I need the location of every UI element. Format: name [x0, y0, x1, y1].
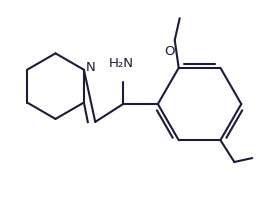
Text: O: O	[164, 46, 175, 58]
Text: H₂N: H₂N	[109, 57, 134, 70]
Text: N: N	[86, 61, 96, 74]
